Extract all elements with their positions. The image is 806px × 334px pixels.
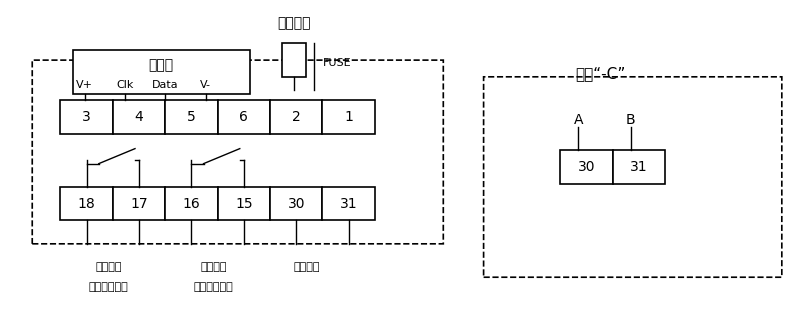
Text: V+: V+ [76,80,93,90]
FancyBboxPatch shape [218,187,270,220]
FancyBboxPatch shape [60,187,113,220]
Text: 3: 3 [82,110,91,124]
FancyBboxPatch shape [218,100,270,134]
Text: 通信接点: 通信接点 [293,262,319,272]
FancyBboxPatch shape [560,150,613,184]
FancyBboxPatch shape [270,187,322,220]
Text: FUSE: FUSE [322,58,351,68]
Text: （无源接点）: （无源接点） [89,282,129,292]
Text: Clk: Clk [116,80,134,90]
FancyBboxPatch shape [113,100,165,134]
FancyBboxPatch shape [613,150,665,184]
Text: V-: V- [200,80,211,90]
FancyBboxPatch shape [270,100,322,134]
Text: 2: 2 [292,110,301,124]
Text: 30: 30 [578,160,595,174]
Text: 4: 4 [135,110,143,124]
Text: Data: Data [152,80,179,90]
Text: 31: 31 [340,197,357,211]
Text: 17: 17 [131,197,147,211]
Text: 16: 16 [182,197,201,211]
FancyBboxPatch shape [60,100,113,134]
Text: 1: 1 [344,110,353,124]
FancyBboxPatch shape [73,50,250,94]
FancyBboxPatch shape [322,100,375,134]
FancyBboxPatch shape [165,187,218,220]
Text: 辅助电源: 辅助电源 [277,16,311,30]
Text: 15: 15 [235,197,252,211]
FancyBboxPatch shape [165,100,218,134]
Text: A: A [574,113,583,127]
Text: （无源接点）: （无源接点） [193,282,234,292]
Text: 5: 5 [187,110,196,124]
FancyBboxPatch shape [282,43,306,77]
FancyBboxPatch shape [322,187,375,220]
Text: 31: 31 [630,160,647,174]
Text: 风扇控制: 风扇控制 [201,262,226,272]
Text: 通讯“-C”: 通讯“-C” [575,66,625,81]
Text: B: B [626,113,635,127]
Text: 30: 30 [288,197,305,211]
Text: 加热控制: 加热控制 [96,262,122,272]
Text: 传感器: 传感器 [148,58,174,72]
Text: 18: 18 [77,197,96,211]
Text: 6: 6 [239,110,248,124]
FancyBboxPatch shape [113,187,165,220]
